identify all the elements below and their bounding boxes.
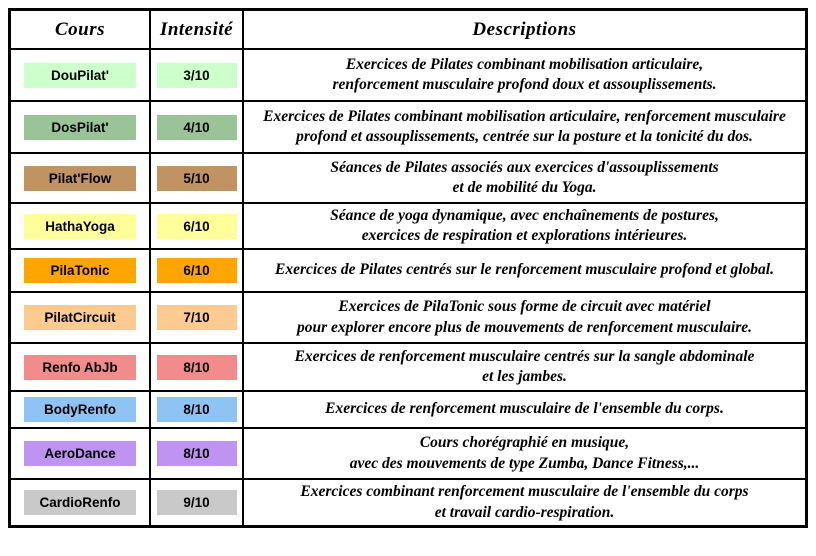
description-text: Exercices de renforcement musculaire cen… — [294, 347, 755, 385]
description-cell: Exercices de Pilates centrés sur le renf… — [242, 250, 805, 291]
course-chip: CardioRenfo — [24, 490, 136, 515]
description-text: Exercices de Pilates centrés sur le renf… — [275, 261, 774, 279]
intensity-chip: 8/10 — [156, 397, 237, 422]
header-intensity: Intensité — [149, 11, 242, 48]
description-text: Cours chorégraphié en musique, avec des … — [349, 434, 700, 472]
course-chip: Renfo AbJb — [24, 354, 136, 380]
description-text: Séances de Pilates associés aux exercice… — [330, 158, 719, 196]
course-chip: Pilat'Flow — [24, 165, 136, 191]
header-course: Cours — [54, 18, 106, 40]
description-cell: Exercices combinant renforcement muscula… — [242, 480, 805, 525]
intensity-chip: 6/10 — [156, 258, 237, 283]
course-chip: PilaTonic — [24, 258, 136, 283]
course-cell: HathaYoga — [11, 204, 149, 249]
intensity-cell: 6/10 — [149, 204, 242, 249]
intensity-chip: 8/10 — [156, 354, 237, 380]
table-row: DosPilat' 4/10 Exercices de Pilates comb… — [11, 100, 805, 152]
table-row: PilatCircuit 7/10 Exercices de PilaTonic… — [11, 291, 805, 342]
course-table: Cours Intensité Descriptions DouPilat' 3… — [8, 8, 808, 528]
intensity-cell: 8/10 — [149, 392, 242, 427]
intensity-chip: 9/10 — [156, 490, 237, 515]
description-cell: Exercices de Pilates combinant mobilisat… — [242, 102, 805, 152]
course-cell: PilaTonic — [11, 250, 149, 291]
course-cell: DosPilat' — [11, 102, 149, 152]
table-row: PilaTonic 6/10 Exercices de Pilates cent… — [11, 248, 805, 291]
table-row: DouPilat' 3/10 Exercices de Pilates comb… — [11, 48, 805, 100]
table-row: Pilat'Flow 5/10 Séances de Pilates assoc… — [11, 152, 805, 202]
course-chip: BodyRenfo — [24, 397, 136, 422]
table-row: Renfo AbJb 8/10 Exercices de renforcemen… — [11, 342, 805, 390]
course-cell: PilatCircuit — [11, 293, 149, 342]
course-cell: CardioRenfo — [11, 480, 149, 525]
course-cell: BodyRenfo — [11, 392, 149, 427]
description-cell: Cours chorégraphié en musique, avec des … — [242, 429, 805, 478]
course-chip: DosPilat' — [24, 114, 136, 140]
description-text: Exercices de Pilates combinant mobilisat… — [332, 55, 717, 93]
intensity-cell: 8/10 — [149, 344, 242, 390]
description-cell: Exercices de Pilates combinant mobilisat… — [242, 50, 805, 100]
intensity-chip: 6/10 — [156, 213, 237, 239]
description-text: Exercices de PilaTonic sous forme de cir… — [296, 298, 753, 336]
intensity-chip: 4/10 — [156, 114, 237, 140]
course-chip: PilatCircuit — [24, 305, 136, 330]
description-cell: Séance de yoga dynamique, avec enchaînem… — [242, 204, 805, 249]
intensity-chip: 8/10 — [156, 441, 237, 466]
intensity-cell: 8/10 — [149, 429, 242, 478]
course-chip: AeroDance — [24, 441, 136, 466]
description-text: Séance de yoga dynamique, avec enchaînem… — [330, 207, 719, 245]
course-cell: AeroDance — [11, 429, 149, 478]
course-cell: DouPilat' — [11, 50, 149, 100]
course-cell: Renfo AbJb — [11, 344, 149, 390]
intensity-cell: 7/10 — [149, 293, 242, 342]
intensity-cell: 4/10 — [149, 102, 242, 152]
table-header-row: Cours Intensité Descriptions — [11, 11, 805, 48]
table-row: HathaYoga 6/10 Séance de yoga dynamique,… — [11, 202, 805, 249]
description-cell: Exercices de renforcement musculaire cen… — [242, 344, 805, 390]
description-text: Exercices de Pilates combinant mobilisat… — [263, 107, 786, 145]
description-text: Exercices combinant renforcement muscula… — [300, 483, 749, 521]
description-cell: Séances de Pilates associés aux exercice… — [242, 154, 805, 202]
description-cell: Exercices de PilaTonic sous forme de cir… — [242, 293, 805, 342]
intensity-cell: 3/10 — [149, 50, 242, 100]
intensity-chip: 7/10 — [156, 305, 237, 330]
intensity-cell: 5/10 — [149, 154, 242, 202]
course-chip: HathaYoga — [24, 213, 136, 239]
intensity-chip: 3/10 — [156, 62, 237, 88]
table-row: CardioRenfo 9/10 Exercices combinant ren… — [11, 478, 805, 525]
intensity-chip: 5/10 — [156, 165, 237, 191]
course-chip: DouPilat' — [24, 62, 136, 88]
table-row: AeroDance 8/10 Cours chorégraphié en mus… — [11, 427, 805, 478]
description-cell: Exercices de renforcement musculaire de … — [242, 392, 805, 427]
intensity-cell: 6/10 — [149, 250, 242, 291]
intensity-cell: 9/10 — [149, 480, 242, 525]
table-row: BodyRenfo 8/10 Exercices de renforcement… — [11, 390, 805, 427]
course-cell: Pilat'Flow — [11, 154, 149, 202]
header-descriptions: Descriptions — [242, 11, 805, 48]
description-text: Exercices de renforcement musculaire de … — [325, 400, 724, 418]
